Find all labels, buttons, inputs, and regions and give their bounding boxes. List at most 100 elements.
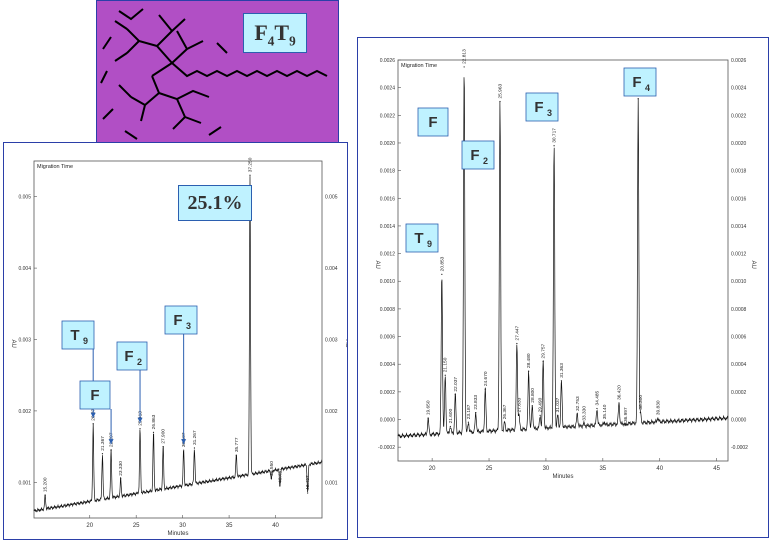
x-axis-label: Minutes [167, 531, 188, 537]
peak-point [542, 360, 544, 363]
annotation-text: F [534, 99, 543, 116]
annotation-arrowhead [90, 412, 96, 418]
y-tick-label-right: 0.004 [325, 266, 338, 272]
x-tick-label: 30 [543, 466, 550, 472]
y-tick-label-right: 0.0004 [731, 362, 747, 368]
peak-point [596, 407, 598, 410]
y-tick-label-right: 0.0002 [731, 390, 747, 396]
peak-point [444, 374, 446, 376]
annotation-subscript: 4 [645, 83, 650, 93]
peak-label: 40.467 [277, 468, 283, 483]
peak-label: 36.420 [616, 385, 622, 400]
peak-point [454, 394, 456, 396]
annotation-text: F [124, 348, 133, 365]
annotation-box [417, 107, 449, 137]
y-tick-label-left: 0.004 [18, 266, 31, 272]
y-tick-label-right: 0.0020 [731, 141, 747, 147]
molecule-structure-panel: F4T9 [96, 0, 339, 147]
peak-point [110, 449, 112, 451]
y-tick-label-left: -0.0002 [378, 445, 395, 451]
chart-title: Migration Time [401, 63, 437, 69]
peak-point [467, 421, 470, 423]
peak-label: 23.833 [473, 395, 479, 410]
peak-label: 38.300 [638, 395, 644, 410]
peak-label: 36.997 [623, 407, 629, 422]
y-tick-label-left: 0.0026 [380, 58, 396, 64]
peak-point [576, 413, 578, 415]
peak-point [516, 342, 518, 345]
annotation-box [164, 305, 198, 335]
y-tick-label-right: 0.0008 [731, 307, 747, 313]
annotation-box [405, 223, 439, 253]
peak-label: 27.900 [161, 429, 167, 444]
peak-point [152, 431, 155, 433]
peak-label: 34.485 [594, 390, 600, 405]
peak-point [427, 417, 429, 419]
y-axis-label: AU [374, 261, 380, 269]
peak-label: 43.457 [305, 475, 311, 490]
peak-label: 35.777 [234, 437, 240, 452]
peak-point [618, 402, 620, 404]
y-tick-label-right: 0.0022 [731, 113, 747, 119]
y-tick-label-left: 0.0008 [380, 307, 396, 313]
peak-label: 22.037 [453, 377, 459, 392]
annotation-subscript: 2 [483, 156, 488, 166]
peak-label: 39.550 [269, 461, 275, 476]
annotation-text: F [90, 387, 99, 404]
peak-label: 31.267 [192, 430, 198, 445]
x-tick-label: 35 [226, 523, 233, 529]
peak-point [484, 388, 486, 390]
peak-point [92, 423, 94, 425]
peak-label: 28.480 [526, 353, 532, 368]
y-tick-label-right: 0.0000 [731, 418, 747, 424]
peak-label: 15.200 [43, 477, 49, 492]
left-electropherogram-panel: Migration Time 0.001 0.002 0.003 0.004 0.005 0… [3, 142, 350, 540]
peak-label: 23.187 [466, 404, 472, 419]
y-tick-label-right: -0.0002 [731, 445, 748, 451]
peak-point [539, 414, 541, 416]
peak-label: 31.037 [555, 397, 561, 412]
annotation-subscript: 3 [186, 321, 191, 331]
peak-label: 21.600 [448, 408, 454, 423]
annotation-text: F [428, 114, 437, 131]
x-tick-label: 20 [86, 523, 93, 529]
y-tick-label-left: 0.001 [18, 480, 31, 486]
peak-point [183, 449, 185, 451]
annotation-text: F [173, 312, 182, 329]
x-tick-label: 45 [713, 466, 720, 472]
peak-label: 26.367 [502, 404, 508, 419]
peak-point [270, 478, 272, 480]
left-chart: Migration Time 0.001 0.002 0.003 0.004 0.005 0… [10, 157, 350, 537]
annotation-text: F [632, 74, 641, 91]
annotation-text: T [414, 230, 423, 247]
molecule-skeleton-drawing [100, 8, 328, 140]
y-tick-label-right: 0.0010 [731, 279, 747, 285]
peak-point [499, 100, 501, 103]
peak-point [139, 428, 141, 430]
peak-label: 19.650 [426, 400, 432, 415]
peak-label: 22.813 [462, 49, 468, 64]
peak-label: 37.250 [248, 157, 254, 172]
annotation-box [116, 341, 148, 371]
peak-point [583, 423, 585, 425]
annotation-subscript: 3 [547, 108, 552, 118]
peak-label: 39.830 [655, 400, 661, 415]
peak-annotation-F: F [79, 380, 114, 445]
y-tick-label-left: 0.0018 [380, 169, 396, 175]
peak-point [249, 174, 251, 176]
right-electropherogram-panel: Migration Time 0.0026 0.0024 0.0022 0.0020 0.… [357, 37, 769, 538]
annotation-subscript: 9 [83, 336, 88, 346]
peak-label: 23.330 [118, 461, 124, 476]
y-tick-label-left: 0.005 [18, 195, 31, 201]
y-tick-label-left: 0.0014 [380, 224, 396, 230]
peak-point [307, 492, 309, 494]
percent-label: 25.1% [178, 185, 252, 221]
peak-point [441, 273, 443, 275]
peak-label: 21.150 [443, 357, 449, 372]
y-tick-label-left: 0.002 [18, 409, 31, 415]
peak-label: 20.853 [439, 256, 445, 271]
